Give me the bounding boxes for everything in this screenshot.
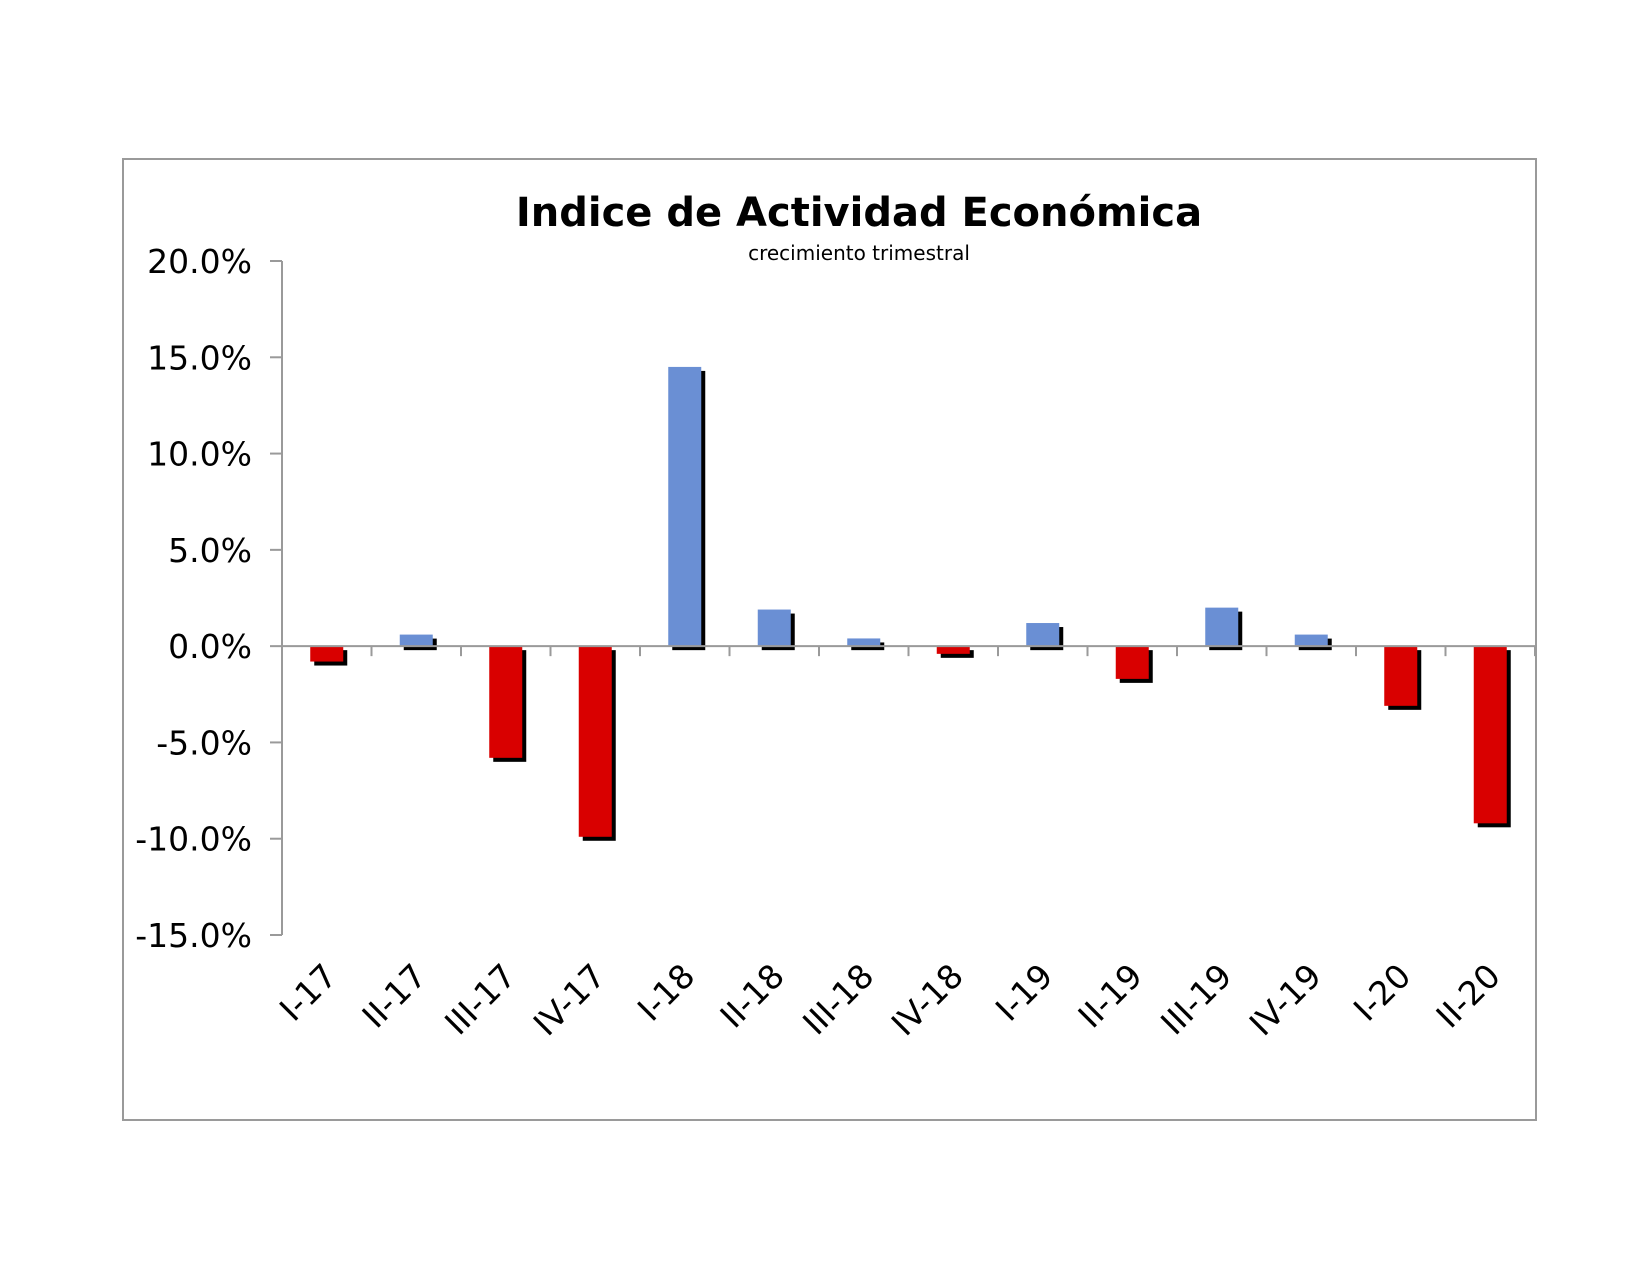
x-tick-label: III-18: [795, 956, 881, 1042]
bar: [1115, 646, 1149, 679]
y-axis: 20.0% 15.0% 10.0% 5.0% 0.0% -5.0% -10.0% -15.0%: [135, 242, 283, 955]
x-tick-label: I-19: [988, 956, 1061, 1029]
x-tick-label: I-17: [272, 956, 345, 1029]
y-tick-label: 10.0%: [147, 435, 252, 474]
bars: [310, 366, 1511, 841]
bar: [668, 366, 702, 647]
x-tick-label: IV-17: [526, 956, 613, 1043]
bar: [399, 634, 433, 647]
bar: [1384, 646, 1418, 706]
x-tick-label: II-20: [1428, 956, 1507, 1035]
x-tick-label: II-18: [712, 956, 791, 1035]
x-tick-label: I-18: [630, 956, 703, 1029]
x-tick-label: III-19: [1153, 956, 1239, 1042]
bar: [1294, 634, 1328, 647]
x-axis: I-17 II-17 III-17 IV-17 I-18 II-18 III-18 IV-18…: [272, 645, 1535, 1043]
bar: [489, 646, 523, 758]
x-tick-label: II-17: [354, 956, 433, 1035]
x-tick-label: IV-19: [1242, 956, 1329, 1043]
y-tick-label: 5.0%: [168, 531, 252, 570]
y-tick-label: 15.0%: [147, 338, 252, 377]
bar-chart: Indice de Actividad Económica crecimient…: [135, 190, 1535, 1043]
bar-shadow: [940, 650, 974, 658]
y-tick-label: 20.0%: [147, 242, 252, 281]
x-tick-label: IV-18: [884, 956, 971, 1043]
bar: [757, 609, 791, 647]
x-tick-label: I-20: [1346, 956, 1419, 1029]
chart-subtitle: crecimiento trimestral: [748, 241, 970, 265]
x-tick-label: II-19: [1070, 956, 1149, 1035]
chart-frame: Indice de Actividad Económica crecimient…: [122, 158, 1537, 1121]
bar: [1473, 646, 1507, 824]
bar: [578, 646, 612, 837]
chart-title: Indice de Actividad Económica: [516, 190, 1202, 236]
x-tick-label: III-17: [437, 956, 523, 1042]
bar: [1026, 623, 1060, 647]
y-tick-label: -5.0%: [156, 723, 252, 762]
bar: [936, 646, 970, 654]
y-tick-label: -10.0%: [135, 820, 252, 859]
bar: [310, 646, 344, 662]
y-tick-label: 0.0%: [168, 627, 252, 666]
bar: [847, 638, 881, 647]
bar: [1205, 607, 1239, 647]
y-tick-label: -15.0%: [135, 916, 252, 955]
